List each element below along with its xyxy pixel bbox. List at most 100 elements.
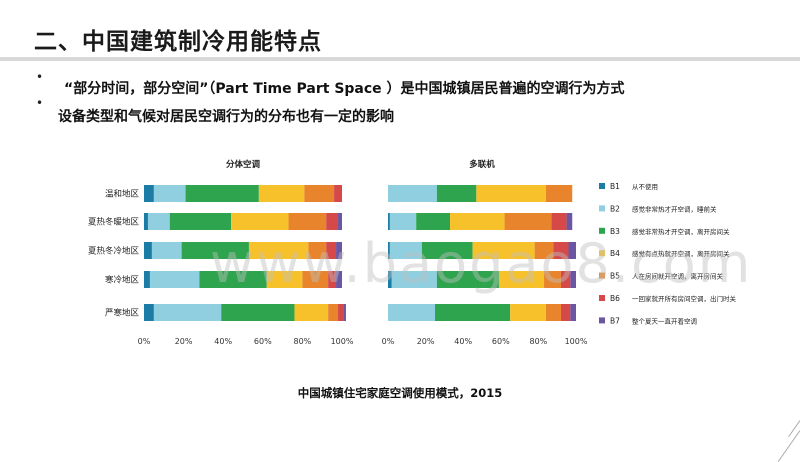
- bar-segment: [510, 304, 546, 321]
- legend-code: B7: [610, 316, 620, 325]
- category-label: 寒冷地区: [105, 275, 140, 286]
- bar-segment: [476, 185, 546, 202]
- x-tick-label: 80%: [530, 337, 548, 346]
- legend-code: B3: [610, 227, 620, 236]
- bullet-dot: •: [36, 96, 44, 110]
- bar-segment: [472, 242, 535, 259]
- legend-description: 感觉非常热才开空调，离开房间关: [632, 227, 730, 236]
- bar-segment: [553, 242, 569, 259]
- bar-segment: [436, 185, 477, 202]
- bar-segment: [504, 213, 552, 230]
- bar-segment: [336, 242, 342, 259]
- bar-segment: [308, 242, 327, 259]
- bar-segment: [144, 185, 154, 202]
- bar-segment: [560, 271, 571, 288]
- bar-segment: [144, 242, 152, 259]
- legend-swatch: [599, 183, 605, 189]
- bar-segment: [421, 242, 473, 259]
- legend-swatch: [599, 205, 605, 212]
- legend-swatch: [599, 295, 605, 301]
- bullet-text-1: “部分时间，部分空间”（Part Time Part Space ）是中国城镇居…: [64, 81, 625, 97]
- legend-description: 从不使用: [632, 182, 658, 191]
- x-tick-label: 20%: [175, 337, 193, 346]
- legend-swatch: [599, 317, 605, 324]
- bar-segment: [248, 242, 309, 259]
- legend-description: 人在房间就开空调，离开房间关: [632, 272, 724, 281]
- bar-segment: [389, 242, 422, 259]
- bar-segment: [570, 304, 576, 321]
- x-tick-label: 20%: [417, 337, 435, 346]
- bar-segment: [169, 213, 232, 230]
- bar-segment: [258, 185, 305, 202]
- bar-segment: [534, 242, 554, 259]
- legend-swatch: [599, 227, 605, 234]
- bar-segment: [545, 185, 573, 202]
- bar-segment: [328, 304, 339, 321]
- category-label: 温和地区: [105, 189, 140, 200]
- legend-code: B6: [610, 294, 620, 303]
- x-tick-label: 100%: [331, 337, 354, 346]
- bar-segment: [498, 271, 545, 288]
- bar-segment: [343, 304, 346, 321]
- bar-segment: [144, 304, 154, 321]
- bar-segment: [388, 304, 435, 321]
- title-divider: [0, 57, 800, 61]
- bar-segment: [181, 242, 249, 259]
- bar-segment: [153, 185, 186, 202]
- bar-segment: [544, 271, 561, 288]
- bar-segment: [288, 213, 327, 230]
- bar-segment: [560, 304, 571, 321]
- bar-segment: [336, 271, 342, 288]
- bar-segment: [388, 242, 390, 259]
- legend-code: B4: [610, 249, 620, 258]
- bar-segment: [221, 304, 295, 321]
- legend-description: 一回家就开所有房间空调，出门时关: [632, 294, 737, 303]
- stacked-bar-chart: 分体空调 0% 20% 40% 60% 80% 100% 多联机 0% 20% 40% 60% 80% 1…: [88, 159, 737, 346]
- bar-segment: [436, 271, 499, 288]
- x-tick-label: 60%: [492, 337, 510, 346]
- bar-segment: [450, 213, 505, 230]
- bar-segment: [389, 213, 417, 230]
- bar-segment: [568, 242, 576, 259]
- bar-segment: [391, 271, 437, 288]
- legend-description: 感觉非常热才开空调，睡前关: [632, 204, 717, 213]
- bar-segment: [144, 213, 148, 230]
- bar-segment: [153, 304, 222, 321]
- bar-segment: [551, 213, 567, 230]
- bar-segment: [151, 242, 182, 259]
- x-tick-label: 80%: [294, 337, 312, 346]
- legend-code: B5: [610, 272, 620, 281]
- bar-segment: [338, 213, 342, 230]
- category-label: 严寒地区: [105, 308, 140, 319]
- page-title: 二、中国建筑制冷用能特点: [34, 29, 322, 55]
- x-tick-label: 0%: [382, 337, 395, 346]
- bar-segment: [185, 185, 259, 202]
- category-label: 夏热冬暖地区: [88, 217, 140, 228]
- bar-segment: [388, 185, 437, 202]
- bar-segment: [302, 271, 329, 288]
- bar-segment: [144, 271, 150, 288]
- legend-code: B1: [610, 182, 620, 191]
- bar-segment: [328, 271, 337, 288]
- bar-segment: [199, 271, 267, 288]
- legend-swatch: [599, 250, 605, 257]
- bar-segment: [338, 304, 344, 321]
- bar-segment: [304, 185, 335, 202]
- x-tick-label: 60%: [254, 337, 272, 346]
- legend-description: 感觉有点热就开空调，离开房间关: [632, 249, 730, 258]
- bar-segment: [570, 271, 576, 288]
- bar-segment: [334, 185, 342, 202]
- bar-segment: [388, 271, 392, 288]
- bar-segment: [147, 213, 170, 230]
- bar-segment: [266, 271, 303, 288]
- chart-caption: 中国城镇住宅家庭空调使用模式，2015: [297, 386, 503, 400]
- bar-segment: [326, 213, 339, 230]
- legend-code: B2: [610, 204, 620, 213]
- x-tick-label: 0%: [138, 337, 151, 346]
- bullet-dot: •: [36, 70, 44, 84]
- x-tick-label: 40%: [454, 337, 472, 346]
- x-tick-label: 100%: [565, 337, 588, 346]
- bar-segment: [545, 304, 561, 321]
- bullet-text-2: 设备类型和气候对居民空调行为的分布也有一定的影响: [58, 109, 394, 125]
- bar-segment: [566, 213, 573, 230]
